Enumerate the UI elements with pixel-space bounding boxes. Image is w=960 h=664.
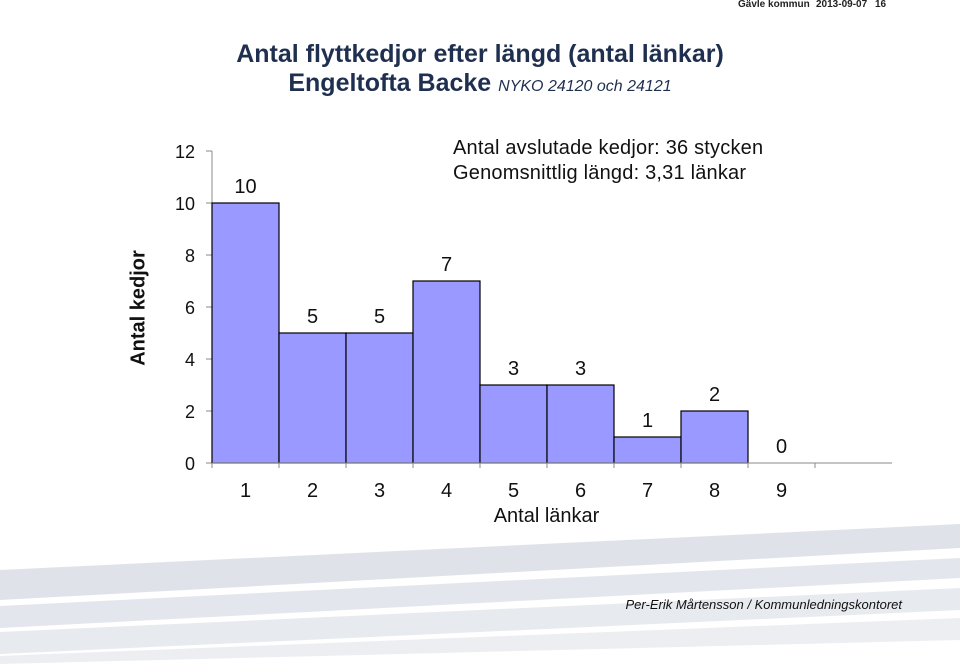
header-date: 2013-09-07 <box>816 0 868 10</box>
x-tick-label: 4 <box>441 480 452 502</box>
y-tick-label: 6 <box>185 298 195 318</box>
x-tick-label: 8 <box>709 480 720 502</box>
histogram-bar <box>613 436 682 464</box>
footer-credit: Per-Erik Mårtensson / Kommunledningskont… <box>625 597 903 612</box>
background-stripe <box>0 524 960 600</box>
bar-data-label: 10 <box>234 176 256 198</box>
histogram-bar <box>345 332 414 464</box>
header-org: Gävle kommun <box>738 0 810 10</box>
y-tick-label: 8 <box>185 246 195 266</box>
chart-title: Antal flyttkedjor efter längd (antal län… <box>236 40 724 68</box>
info-average-length: Genomsnittlig längd: 3,31 länkar <box>453 162 747 184</box>
x-tick-label: 6 <box>575 480 586 502</box>
histogram-bar <box>680 410 749 464</box>
bar-data-label: 1 <box>642 410 653 432</box>
bar-data-label: 5 <box>307 306 318 328</box>
y-tick-label: 12 <box>175 142 195 162</box>
histogram-bar <box>412 280 481 464</box>
y-tick-label: 2 <box>185 402 195 422</box>
x-tick-label: 9 <box>776 480 787 502</box>
x-tick-label: 3 <box>374 480 385 502</box>
chart-subtitle: Engeltofta Backe NYKO 24120 och 24121 <box>0 69 960 98</box>
bar-data-label: 3 <box>575 358 586 380</box>
histogram-bar <box>546 384 615 464</box>
y-tick-label: 10 <box>175 194 195 214</box>
background-stripe <box>0 588 960 654</box>
bar-data-label: 2 <box>709 384 720 406</box>
chart-subtitle-main: Engeltofta Backe <box>288 69 492 97</box>
x-axis-label: Antal länkar <box>493 505 600 527</box>
histogram-bar <box>278 332 347 464</box>
bar-data-label: 3 <box>508 358 519 380</box>
header-line: Gävle kommun 2013-09-07 16 <box>682 0 960 13</box>
header-page: 16 <box>875 0 887 10</box>
bar-data-label: 5 <box>374 306 385 328</box>
y-tick-label: 4 <box>185 350 195 370</box>
bar-data-label: 0 <box>776 436 787 458</box>
x-tick-label: 7 <box>642 480 653 502</box>
chart-subtitle-sub: NYKO 24120 och 24121 <box>498 78 672 95</box>
background-stripe <box>0 618 960 664</box>
background-stripe <box>0 558 960 628</box>
info-chain-count: Antal avslutade kedjor: 36 stycken <box>453 137 764 159</box>
histogram-bar <box>211 202 280 464</box>
x-tick-label: 5 <box>508 480 519 502</box>
x-tick-label: 1 <box>240 480 251 502</box>
bar-data-label: 7 <box>441 254 452 276</box>
x-tick-label: 2 <box>307 480 318 502</box>
histogram-bar <box>479 384 548 464</box>
y-tick-label: 0 <box>185 454 195 474</box>
